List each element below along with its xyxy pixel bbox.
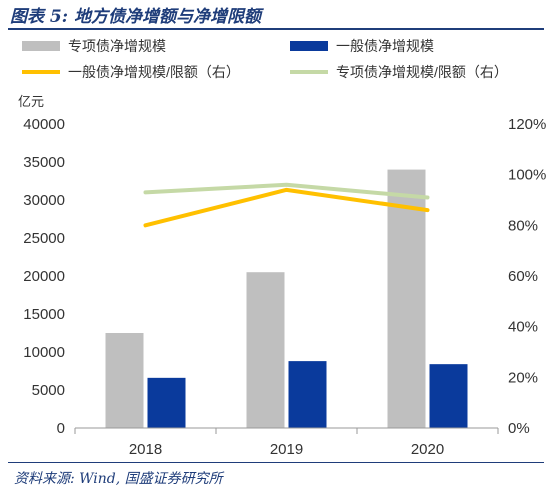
x-tick-label: 2018 [129, 441, 162, 458]
bar-special-2019 [246, 272, 285, 428]
y-left-tick-label: 10000 [23, 344, 65, 361]
source-note: 资料来源: Wind, 国盛证券研究所 [14, 471, 223, 487]
legend-swatch-0 [22, 41, 60, 51]
title-divider [8, 28, 544, 30]
y-right-tick-label: 120% [508, 116, 546, 133]
y-right-tick-label: 40% [508, 319, 538, 336]
legend-label-2: 一般债净增规模/限额（右） [68, 64, 240, 80]
y-left-tick-label: 20000 [23, 268, 65, 285]
y-right-tick-label: 20% [508, 369, 538, 386]
bar-special-2018 [105, 333, 144, 428]
bar-general-2018 [147, 377, 186, 428]
bar-general-2019 [288, 361, 327, 428]
footer-divider [8, 462, 544, 463]
x-tick-label: 2020 [411, 441, 444, 458]
y-left-tick-label: 40000 [23, 116, 65, 133]
bar-special-2020 [387, 169, 426, 428]
line-series-special-ratio [143, 182, 430, 200]
y-right-tick-label: 60% [508, 268, 538, 285]
y-axis-unit-label: 亿元 [18, 94, 44, 109]
x-tick-label: 2019 [270, 441, 303, 458]
legend-swatch-1 [290, 41, 328, 51]
legend-label-1: 一般债净增规模 [336, 38, 434, 54]
legend-label-0: 专项债净增规模 [68, 38, 166, 54]
y-left-tick-label: 0 [57, 420, 65, 437]
legend-label-3: 专项债净增规模/限额（右） [336, 64, 508, 80]
y-left-tick-label: 35000 [23, 154, 65, 171]
y-left-tick-label: 30000 [23, 192, 65, 209]
y-right-tick-label: 0% [508, 420, 530, 437]
y-left-tick-label: 5000 [32, 382, 65, 399]
y-left-tick-label: 15000 [23, 306, 65, 323]
figure-title: 图表 5: 地方债净增额与净增限额 [10, 7, 261, 27]
y-right-tick-label: 100% [508, 167, 546, 184]
y-right-tick-label: 80% [508, 217, 538, 234]
bar-general-2020 [429, 364, 468, 428]
y-left-tick-label: 25000 [23, 230, 65, 247]
line-series-general-ratio [143, 187, 430, 228]
